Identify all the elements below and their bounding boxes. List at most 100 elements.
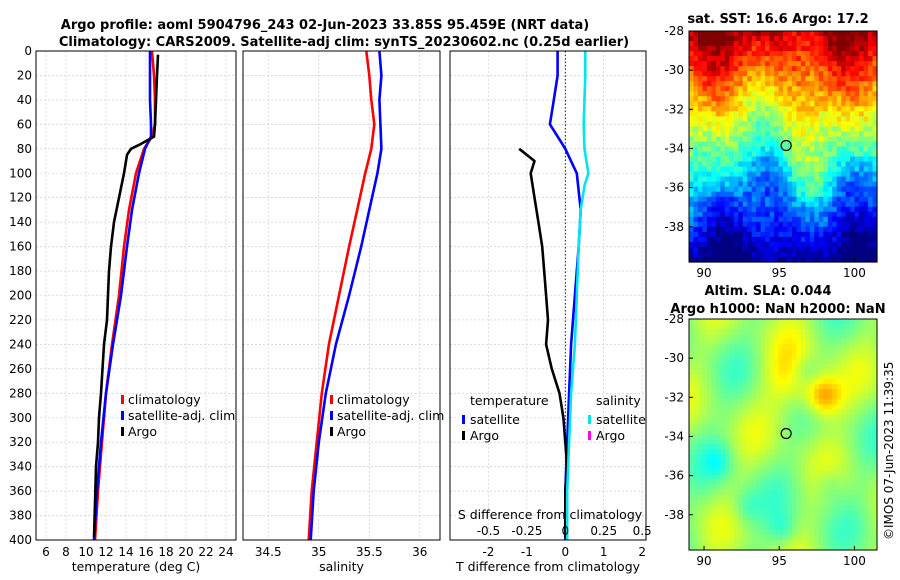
field-cell — [859, 474, 865, 481]
field-cell — [756, 36, 762, 42]
field-cell — [868, 344, 874, 350]
field-cell — [805, 429, 811, 436]
legend-swatch — [121, 395, 124, 404]
field-cell — [787, 141, 793, 148]
field-cell — [850, 236, 856, 243]
salinity-xtick-label: 35.5 — [356, 545, 383, 559]
field-cell — [715, 484, 721, 491]
field-cell — [796, 61, 802, 67]
field-cell — [809, 464, 815, 471]
field-cell — [760, 319, 766, 325]
field-cell — [836, 384, 842, 390]
field-cell — [693, 454, 699, 461]
salinity-frame — [242, 50, 441, 541]
field-cell — [809, 211, 815, 218]
field-cell — [805, 369, 811, 375]
field-cell — [756, 529, 762, 536]
field-cell — [760, 221, 766, 228]
field-cell — [850, 469, 856, 476]
field-cell — [729, 71, 735, 77]
field-cell — [872, 181, 878, 188]
field-cell — [711, 484, 717, 491]
field-cell — [774, 226, 780, 233]
field-cell — [783, 171, 789, 178]
field-cell — [706, 246, 712, 253]
field-cell — [868, 364, 874, 370]
field-cell — [791, 221, 798, 228]
field-cell — [706, 449, 712, 456]
field-cell — [751, 136, 757, 143]
field-cell — [751, 66, 757, 72]
field-cell — [724, 504, 730, 511]
field-cell — [872, 514, 878, 521]
field-cell — [697, 529, 704, 536]
field-cell — [809, 241, 815, 248]
field-cell — [724, 196, 730, 203]
field-cell — [689, 151, 695, 158]
field-cell — [774, 71, 780, 77]
field-cell — [868, 369, 874, 375]
field-cell — [872, 101, 878, 107]
field-cell — [702, 181, 708, 188]
field-cell — [747, 389, 753, 395]
field-cell — [800, 51, 806, 57]
field-cell — [827, 349, 833, 355]
field-cell — [765, 404, 771, 410]
field-cell — [706, 344, 712, 350]
field-cell — [702, 96, 708, 102]
field-cell — [778, 71, 784, 77]
field-cell — [702, 514, 708, 521]
field-cell — [693, 489, 699, 496]
field-cell — [706, 389, 712, 395]
field-cell — [715, 101, 721, 107]
field-cell — [689, 379, 695, 385]
field-cell — [774, 339, 780, 345]
field-cell — [850, 464, 856, 471]
field-cell — [689, 524, 695, 531]
field-cell — [800, 231, 806, 238]
field-cell — [805, 156, 811, 163]
field-cell — [738, 251, 744, 258]
field-cell — [769, 146, 775, 153]
field-cell — [778, 31, 784, 37]
field-cell — [791, 146, 798, 153]
field-cell — [818, 236, 824, 243]
field-cell — [733, 191, 739, 198]
field-cell — [689, 504, 695, 511]
field-cell — [756, 31, 762, 37]
field-cell — [774, 96, 780, 102]
field-cell — [796, 404, 802, 410]
field-cell — [818, 166, 824, 173]
field-cell — [800, 504, 806, 511]
field-cell — [697, 319, 704, 325]
field-cell — [845, 231, 851, 238]
field-cell — [711, 374, 717, 380]
field-cell — [805, 399, 811, 405]
field-cell — [850, 489, 856, 496]
field-cell — [697, 211, 704, 218]
field-cell — [720, 221, 726, 228]
field-cell — [742, 439, 748, 446]
field-cell — [796, 464, 802, 471]
field-cell — [814, 71, 820, 77]
field-cell — [729, 111, 735, 117]
field-cell — [706, 459, 712, 466]
field-cell — [756, 176, 762, 183]
field-cell — [850, 399, 856, 405]
field-cell — [697, 429, 704, 436]
field-cell — [805, 489, 811, 496]
field-cell — [845, 334, 851, 340]
field-cell — [841, 364, 847, 370]
s-diff-tick-label: -0.5 — [477, 524, 500, 538]
field-cell — [859, 236, 865, 243]
field-cell — [787, 181, 793, 188]
field-cell — [827, 419, 833, 426]
field-cell — [693, 379, 699, 385]
field-cell — [850, 181, 856, 188]
field-cell — [823, 116, 829, 122]
field-cell — [689, 71, 695, 77]
field-cell — [689, 509, 695, 516]
field-cell — [859, 469, 865, 476]
field-cell — [859, 256, 865, 263]
